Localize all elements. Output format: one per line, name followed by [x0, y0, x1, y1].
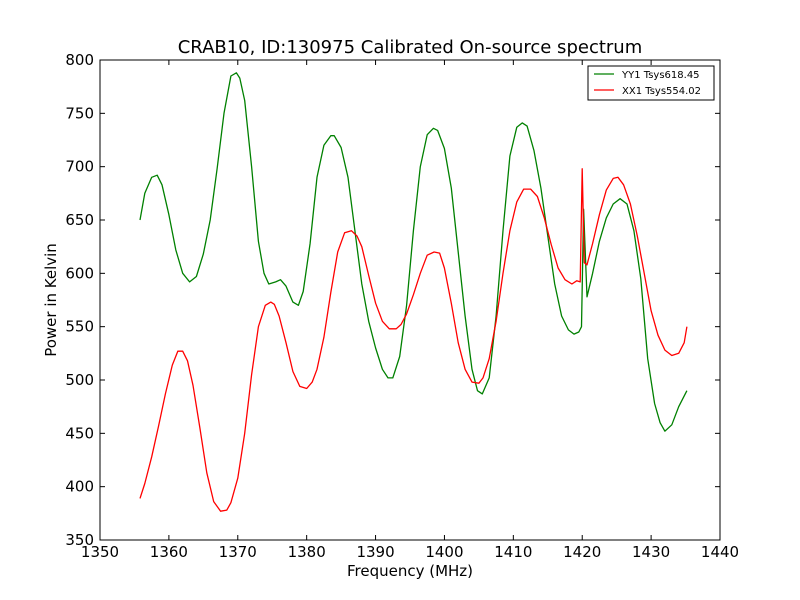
x-tick-label: 1440	[701, 543, 739, 561]
x-tick-label: 1420	[563, 543, 601, 561]
x-tick-label: 1410	[494, 543, 532, 561]
y-tick-label: 700	[65, 158, 94, 176]
y-tick-label: 400	[65, 478, 94, 496]
legend-box	[587, 65, 715, 101]
y-tick-label: 600	[65, 264, 94, 282]
y-axis-ticks: 350 400 450 500 550 600 650 700 750 800	[65, 51, 720, 549]
series-layer	[139, 72, 688, 512]
series-line-xx1	[139, 168, 688, 512]
y-tick-label: 450	[65, 424, 94, 442]
y-tick-label: 350	[65, 531, 94, 549]
x-tick-label: 1370	[219, 543, 257, 561]
x-tick-label: 1390	[356, 543, 394, 561]
x-axis-ticks: 1350 1360 1370 1380 1390 1400 1410 1420 1430 1440	[81, 60, 739, 561]
legend-label-xx1: XX1 Tsys554.02	[622, 86, 701, 97]
chart-title: CRAB10, ID:130975 Calibrated On-source s…	[178, 37, 643, 58]
y-tick-label: 800	[65, 51, 94, 69]
x-tick-label: 1360	[150, 543, 188, 561]
legend-label-yy1: YY1 Tsys618.45	[621, 70, 700, 81]
legend: YY1 Tsys618.45 XX1 Tsys554.02	[587, 65, 715, 101]
x-tick-label: 1380	[288, 543, 326, 561]
y-axis-label: Power in Kelvin	[42, 243, 60, 357]
plot-frame	[99, 59, 721, 541]
plot-area	[100, 60, 720, 540]
y-tick-label: 650	[65, 211, 94, 229]
y-tick-label: 500	[65, 371, 94, 389]
x-axis-label: Frequency (MHz)	[347, 562, 473, 580]
x-tick-label: 1400	[425, 543, 463, 561]
y-tick-label: 750	[65, 104, 94, 122]
x-tick-label: 1430	[632, 543, 670, 561]
x-tick-label: 1350	[81, 543, 119, 561]
y-tick-label: 550	[65, 318, 94, 336]
series-line-yy1	[139, 72, 688, 432]
